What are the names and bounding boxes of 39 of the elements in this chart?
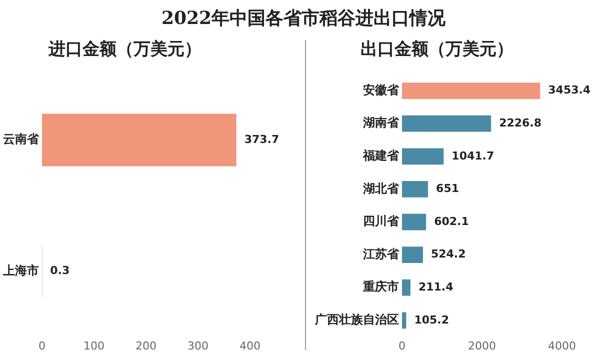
y-tick-label: 上海市	[2, 263, 39, 278]
y-tick-label: 湖南省	[362, 116, 400, 130]
bar	[402, 246, 423, 263]
bar	[402, 82, 540, 99]
bar	[402, 181, 428, 198]
bar	[402, 115, 492, 132]
data-label: 3453.4	[548, 84, 591, 97]
bar	[402, 148, 444, 165]
y-tick-label: 云南省	[3, 132, 40, 146]
y-tick-label: 重庆市	[362, 280, 399, 294]
data-label: 602.1	[434, 214, 469, 228]
data-label: 0.3	[50, 264, 70, 278]
data-label: 2226.8	[499, 116, 542, 130]
chart-subtitle: 进口金额（万美元）	[48, 40, 202, 60]
data-label: 524.2	[430, 248, 466, 261]
data-label: 373.7	[244, 132, 280, 146]
data-label: 211.4	[418, 280, 454, 294]
y-tick-label: 安徽省	[363, 82, 400, 97]
bar	[402, 312, 406, 329]
y-tick-label: 江苏省	[362, 246, 400, 261]
data-label: 651	[436, 182, 460, 196]
y-tick-label: 福建省	[362, 148, 400, 163]
x-tick-label: 200	[136, 339, 156, 352]
y-tick-label: 湖北省	[362, 181, 400, 196]
y-tick-label: 广西壮族自治区	[314, 312, 399, 327]
chart-subtitle: 出口金额（万美元）	[360, 40, 514, 60]
x-tick-label: 0	[398, 339, 406, 352]
x-tick-label: 4000	[548, 339, 576, 352]
bar	[402, 279, 410, 296]
y-tick-label: 四川省	[363, 214, 400, 228]
x-tick-label: 0	[38, 339, 46, 352]
x-tick-label: 400	[240, 339, 260, 352]
x-tick-label: 2000	[468, 339, 496, 352]
text: 2022年中国各省市稻谷进出口情况	[160, 7, 447, 30]
data-label: 105.2	[414, 313, 450, 326]
bar	[402, 214, 426, 230]
data-label: 1041.7	[452, 149, 494, 162]
x-tick-label: 100	[84, 339, 104, 352]
x-tick-label: 300	[188, 339, 208, 352]
